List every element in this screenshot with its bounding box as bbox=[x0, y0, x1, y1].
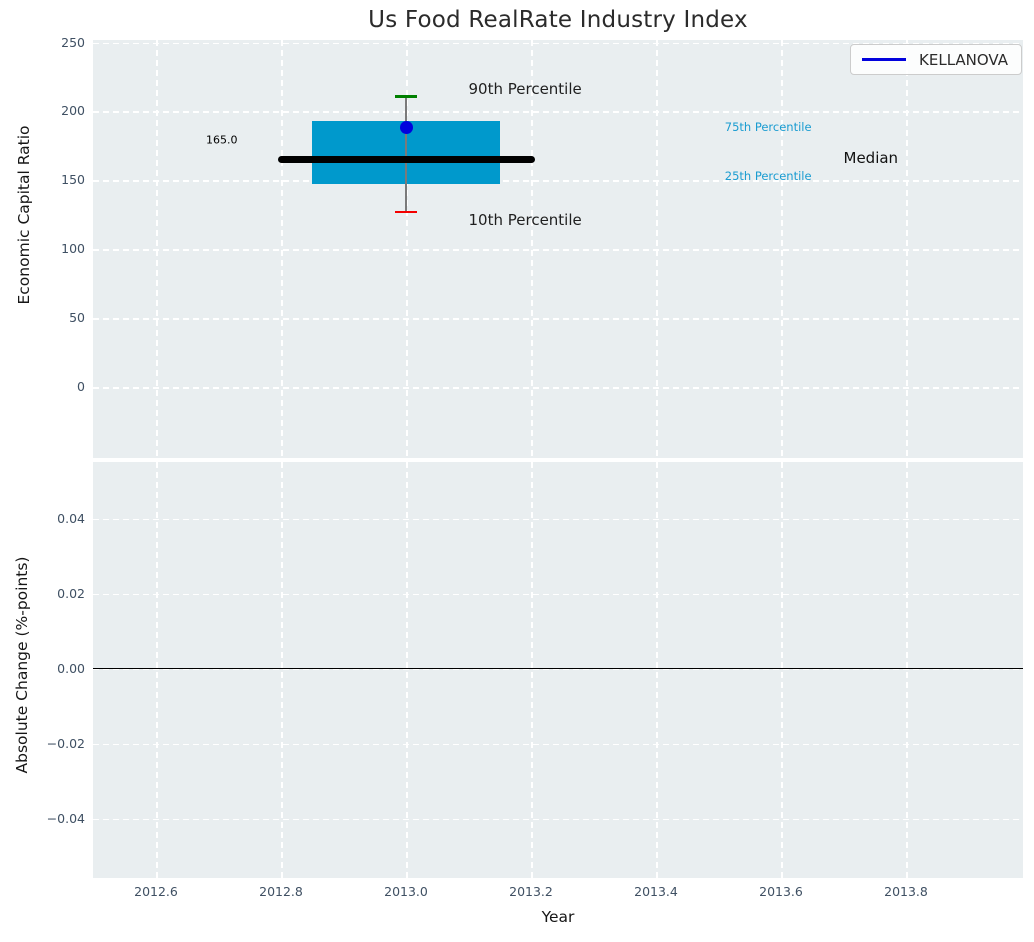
y-tick-label: 150 bbox=[61, 172, 85, 188]
gridline-horizontal bbox=[93, 518, 1023, 520]
annotation-90th-percentile: 90th Percentile bbox=[468, 80, 582, 99]
gridline-horizontal bbox=[93, 387, 1023, 389]
annotation-median: Median bbox=[843, 149, 899, 168]
gridline-vertical bbox=[531, 462, 533, 878]
top-plot-area: 90th Percentile 10th Percentile 165.0 75th … bbox=[93, 40, 1023, 458]
x-tick-label: 2013.4 bbox=[634, 884, 678, 899]
y-tick-label: 0.02 bbox=[57, 585, 85, 601]
y-tick-label: 0.00 bbox=[57, 660, 85, 676]
gridline-horizontal bbox=[93, 818, 1023, 820]
gridline-horizontal bbox=[93, 743, 1023, 745]
annotation-10th-percentile: 10th Percentile bbox=[468, 211, 582, 230]
gridline-vertical bbox=[406, 462, 408, 878]
y-axis-label-top: Economic Capital Ratio bbox=[15, 125, 33, 305]
whisker-line bbox=[405, 96, 407, 212]
gridline-vertical bbox=[281, 462, 283, 878]
y-tick-label: 0 bbox=[77, 379, 85, 394]
gridline-vertical bbox=[656, 462, 658, 878]
gridline-vertical bbox=[406, 40, 408, 458]
gridline-horizontal bbox=[93, 249, 1023, 251]
gridline-vertical bbox=[906, 462, 908, 878]
gridline-vertical bbox=[281, 40, 283, 458]
annotation-75th-percentile: 75th Percentile bbox=[724, 119, 812, 134]
gridline-horizontal bbox=[93, 180, 1023, 182]
gridline-vertical bbox=[656, 40, 658, 458]
gridline-vertical bbox=[156, 462, 158, 878]
bottom-plot-area bbox=[93, 462, 1023, 878]
x-tick-label: 2013.8 bbox=[884, 884, 928, 899]
kellanova-marker-dot bbox=[399, 121, 413, 135]
p90-whisker-cap bbox=[395, 94, 417, 98]
x-tick-label: 2013.0 bbox=[384, 884, 428, 899]
x-tick-label: 2013.6 bbox=[759, 884, 803, 899]
gridline-vertical bbox=[906, 40, 908, 458]
y-tick-label: 200 bbox=[61, 103, 85, 119]
gridline-vertical bbox=[781, 40, 783, 458]
y-tick-label: −0.04 bbox=[46, 810, 85, 826]
x-tick-label: 2012.8 bbox=[259, 884, 303, 899]
legend-label-kellanova: KELLANOVA bbox=[919, 50, 1008, 69]
p10-whisker-cap bbox=[395, 210, 417, 214]
y-tick-label: 0.04 bbox=[57, 510, 85, 526]
y-tick-label: −0.02 bbox=[46, 735, 85, 751]
x-tick-label: 2012.6 bbox=[134, 884, 178, 899]
y-tick-label: 50 bbox=[69, 310, 85, 326]
gridline-vertical bbox=[781, 462, 783, 878]
kellanova-legend-line-icon bbox=[862, 58, 907, 61]
gridline-horizontal bbox=[93, 42, 1023, 44]
annotation-165-0: 165.0 bbox=[206, 133, 238, 147]
gridline-horizontal bbox=[93, 593, 1023, 595]
chart-title: Us Food RealRate Industry Index bbox=[368, 7, 748, 33]
median-line bbox=[277, 156, 535, 164]
gridline-horizontal bbox=[93, 111, 1023, 113]
gridline-horizontal bbox=[93, 318, 1023, 320]
legend-box: KELLANOVA bbox=[850, 44, 1022, 75]
annotation-25th-percentile: 25th Percentile bbox=[724, 169, 812, 184]
y-tick-label: 100 bbox=[61, 241, 85, 257]
x-tick-label: 2013.2 bbox=[509, 884, 553, 899]
gridline-vertical bbox=[156, 40, 158, 458]
gridline-vertical bbox=[531, 40, 533, 458]
x-axis-label: Year bbox=[541, 908, 575, 926]
zero-reference-line bbox=[93, 667, 1023, 670]
y-tick-label: 250 bbox=[61, 34, 85, 50]
